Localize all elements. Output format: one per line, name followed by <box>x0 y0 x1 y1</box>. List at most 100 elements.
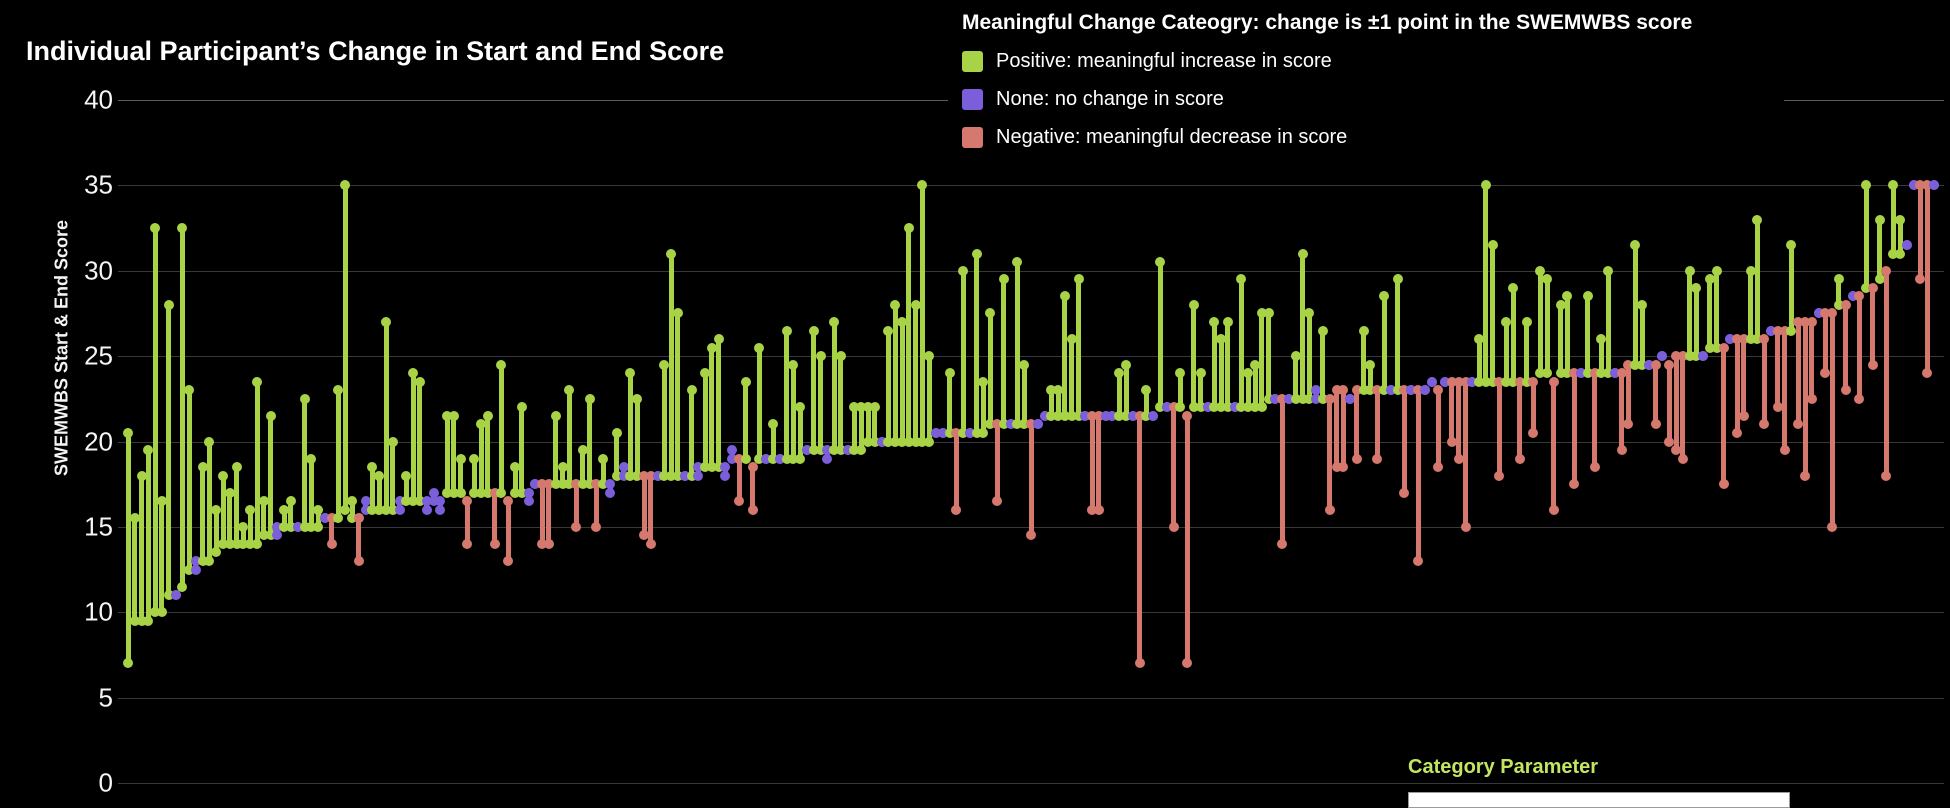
score-dot[interactable] <box>1209 316 1220 327</box>
score-dot[interactable] <box>1487 376 1498 387</box>
participant-change-bar[interactable] <box>369 467 375 510</box>
score-dot[interactable] <box>1589 462 1600 473</box>
participant-change-bar[interactable] <box>1123 364 1129 416</box>
score-dot[interactable] <box>1732 334 1743 345</box>
score-dot[interactable] <box>258 530 269 541</box>
participant-change-bar[interactable] <box>1211 321 1217 408</box>
score-dot[interactable] <box>835 351 846 362</box>
score-dot[interactable] <box>238 538 249 549</box>
score-dot[interactable] <box>1026 530 1036 541</box>
score-dot[interactable] <box>1155 257 1165 268</box>
score-dot[interactable] <box>1141 385 1152 396</box>
score-dot[interactable] <box>1066 334 1077 345</box>
score-dot[interactable] <box>1820 308 1831 319</box>
score-dot[interactable] <box>1535 265 1546 276</box>
participant-change-bar[interactable] <box>1924 185 1930 374</box>
score-dot[interactable] <box>1351 453 1362 464</box>
score-dot[interactable] <box>1331 462 1342 473</box>
score-dot[interactable] <box>1501 376 1512 387</box>
score-dot[interactable] <box>360 496 371 507</box>
score-dot[interactable] <box>1331 385 1342 396</box>
score-dot[interactable] <box>1827 521 1838 532</box>
legend-item-negative[interactable]: Negative: meaningful decrease in score <box>962 122 1784 152</box>
score-dot[interactable] <box>1847 291 1858 302</box>
participant-change-bar[interactable] <box>152 228 158 613</box>
score-dot[interactable] <box>964 427 975 438</box>
score-dot[interactable] <box>713 334 724 345</box>
score-dot[interactable] <box>1650 419 1661 430</box>
participant-change-bar[interactable] <box>1137 415 1143 664</box>
score-dot[interactable] <box>204 556 215 567</box>
participant-change-bar[interactable] <box>1048 390 1054 416</box>
participant-change-bar[interactable] <box>1585 296 1591 374</box>
participant-change-bar[interactable] <box>451 415 457 493</box>
participant-change-bar[interactable] <box>1897 219 1903 254</box>
score-dot[interactable] <box>1582 291 1593 302</box>
participant-change-bar[interactable] <box>1673 356 1679 451</box>
score-dot[interactable] <box>326 513 337 524</box>
score-dot[interactable] <box>299 521 310 532</box>
score-dot[interactable] <box>645 470 656 481</box>
score-dot[interactable] <box>1867 282 1878 293</box>
participant-change-bar[interactable] <box>1245 373 1251 408</box>
participant-change-bar[interactable] <box>159 501 165 613</box>
score-dot[interactable] <box>801 445 812 456</box>
participant-change-bar[interactable] <box>1252 364 1258 408</box>
score-dot[interactable] <box>1087 504 1098 515</box>
score-dot[interactable] <box>1182 658 1193 669</box>
score-dot[interactable] <box>1053 410 1064 421</box>
score-dot[interactable] <box>340 180 351 191</box>
score-dot[interactable] <box>706 342 717 353</box>
score-dot[interactable] <box>1494 376 1505 387</box>
participant-change-bar[interactable] <box>736 458 742 502</box>
score-dot[interactable] <box>313 504 324 515</box>
participant-change-bar[interactable] <box>953 432 959 510</box>
score-dot[interactable] <box>503 556 514 567</box>
participant-change-bar[interactable] <box>987 313 993 425</box>
participant-change-bar[interactable] <box>1836 279 1842 305</box>
score-dot[interactable] <box>285 521 296 532</box>
participant-change-bar[interactable] <box>464 501 470 544</box>
score-dot[interactable] <box>1542 368 1552 379</box>
score-dot[interactable] <box>788 453 799 464</box>
participant-change-bar[interactable] <box>1537 270 1543 374</box>
score-dot[interactable] <box>353 556 364 567</box>
participant-change-bar[interactable] <box>1415 390 1421 562</box>
score-dot[interactable] <box>224 487 235 498</box>
participant-change-bar[interactable] <box>1340 390 1346 468</box>
participant-change-bar[interactable] <box>1870 287 1876 365</box>
participant-change-bar[interactable] <box>1802 321 1808 476</box>
score-dot[interactable] <box>672 308 683 319</box>
score-dot[interactable] <box>1134 410 1145 421</box>
participant-change-bar[interactable] <box>784 330 790 459</box>
score-dot[interactable] <box>510 487 520 498</box>
score-dot[interactable] <box>1874 274 1885 285</box>
score-dot[interactable] <box>571 479 582 490</box>
score-dot[interactable] <box>1182 410 1193 421</box>
participant-change-bar[interactable] <box>797 407 803 459</box>
score-dot[interactable] <box>455 487 466 498</box>
score-dot[interactable] <box>625 470 636 481</box>
score-dot[interactable] <box>516 402 527 413</box>
score-dot[interactable] <box>1555 368 1566 379</box>
score-dot[interactable] <box>1874 214 1885 225</box>
score-dot[interactable] <box>666 470 677 481</box>
participant-change-bar[interactable] <box>261 501 267 536</box>
participant-change-bar[interactable] <box>1177 373 1183 408</box>
score-dot[interactable] <box>659 359 670 370</box>
score-dot[interactable] <box>1195 368 1206 379</box>
score-dot[interactable] <box>231 462 242 473</box>
score-dot[interactable] <box>272 530 283 541</box>
score-dot[interactable] <box>1718 479 1729 490</box>
score-dot[interactable] <box>822 445 833 456</box>
score-dot[interactable] <box>1250 402 1261 413</box>
score-dot[interactable] <box>571 521 582 532</box>
score-dot[interactable] <box>1833 274 1844 285</box>
participant-change-bar[interactable] <box>247 509 253 544</box>
score-dot[interactable] <box>1833 299 1844 310</box>
participant-change-bar[interactable] <box>947 373 953 433</box>
participant-change-bar[interactable] <box>885 330 891 442</box>
participant-change-bar[interactable] <box>1843 304 1849 391</box>
participant-change-bar[interactable] <box>858 407 864 451</box>
score-dot[interactable] <box>1141 410 1152 421</box>
